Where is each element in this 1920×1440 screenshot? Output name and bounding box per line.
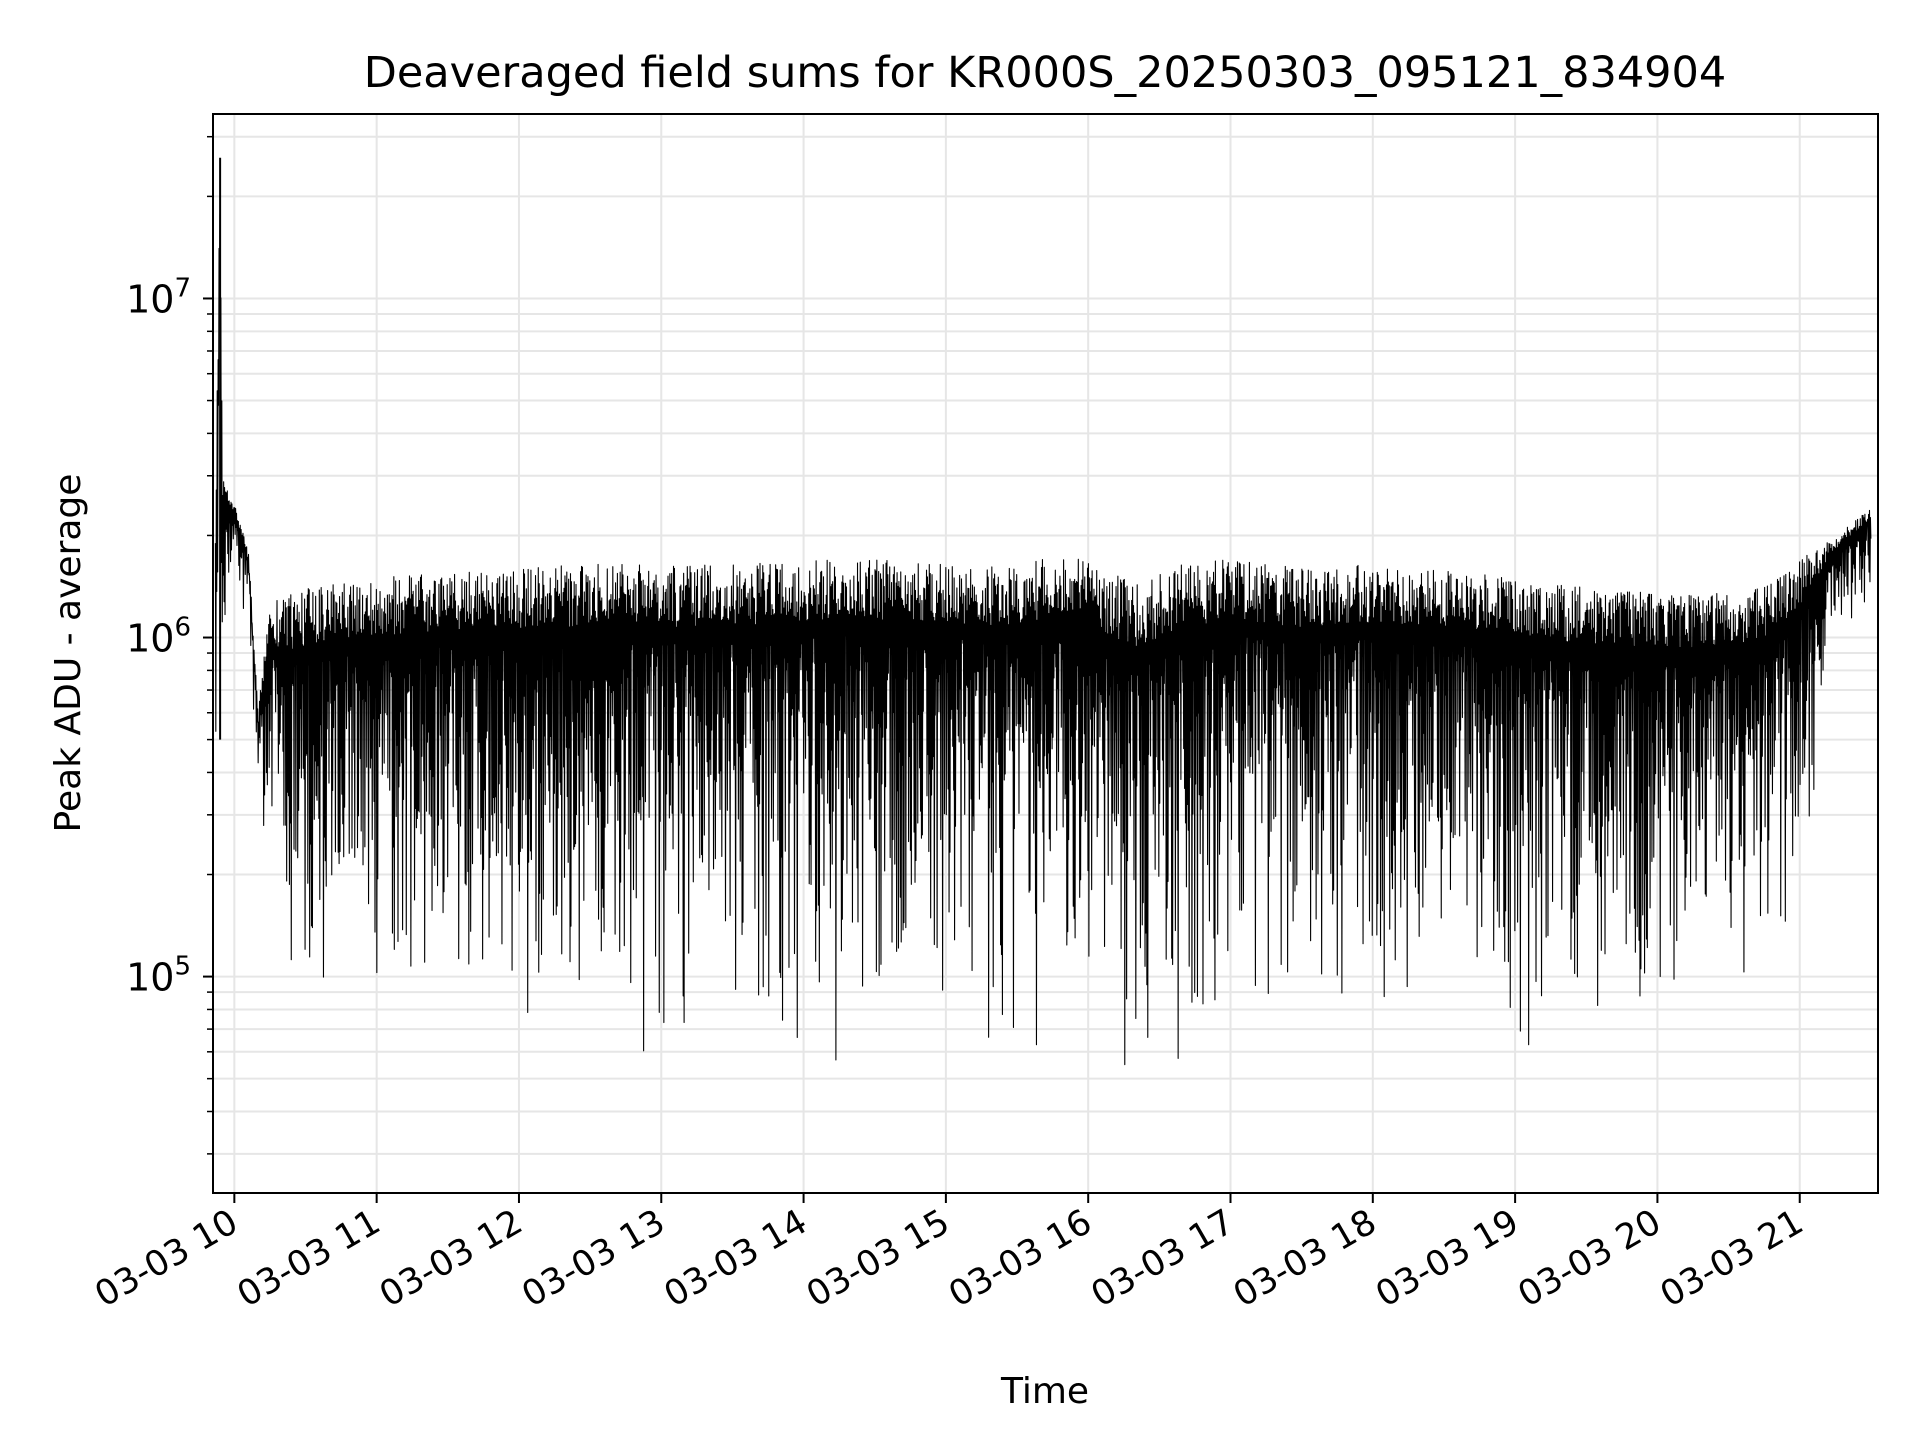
y-axis: 105 106 107 [126, 135, 213, 1155]
y-tick-label: 107 [126, 273, 191, 321]
y-axis-label: Peak ADU - average [48, 474, 89, 833]
y-tick-label: 105 [126, 952, 191, 1000]
x-axis-label: Time [1000, 1371, 1089, 1412]
y-tick-label: 106 [126, 613, 191, 661]
series-line [214, 213, 1872, 1066]
chart-title: Deaveraged field sums for KR000S_2025030… [364, 48, 1727, 98]
series [214, 157, 1872, 1066]
